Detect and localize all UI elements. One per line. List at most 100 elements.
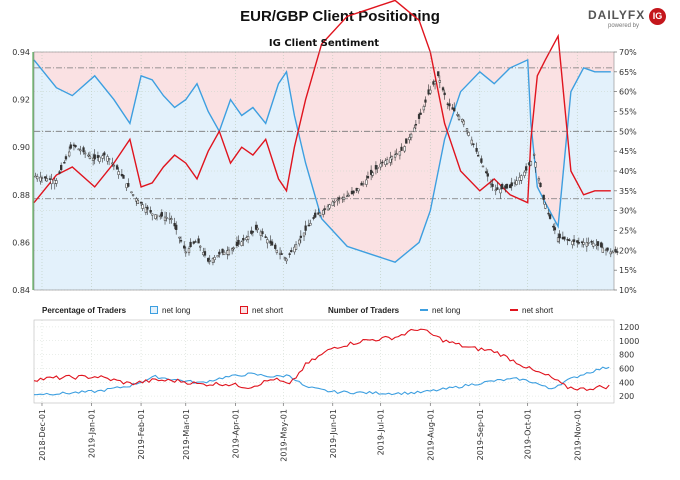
candle-body	[197, 238, 200, 244]
price-candle	[318, 212, 322, 218]
candle-body	[312, 217, 315, 219]
candle-body	[453, 108, 456, 112]
candle-body	[508, 184, 512, 188]
price-candle	[457, 113, 461, 121]
candle-body	[187, 248, 191, 254]
candle-body	[342, 196, 346, 200]
candle-body	[357, 188, 360, 192]
price-candle	[151, 213, 154, 221]
price-candle	[232, 246, 235, 252]
price-candle	[136, 199, 140, 204]
price-candle	[251, 230, 255, 237]
price-candle	[437, 71, 440, 78]
price-candle	[48, 175, 52, 181]
price-candle	[347, 192, 350, 197]
price-candle	[274, 242, 277, 251]
x-axis-tick-label: 2019-Jan-01	[88, 409, 97, 458]
left-axis-tick-label: 0.86	[12, 238, 30, 247]
candle-body	[298, 239, 301, 245]
price-candle	[453, 102, 456, 112]
price-candle	[64, 154, 68, 162]
price-candle	[187, 246, 191, 256]
candle-body	[63, 161, 66, 164]
price-candle	[494, 184, 497, 196]
price-candle	[568, 238, 571, 242]
price-candle	[467, 132, 470, 137]
price-candle	[103, 151, 106, 161]
price-candle	[216, 255, 219, 258]
dailyfx-logo: DAILYFX powered by IG	[588, 6, 668, 32]
net-long-area	[34, 59, 614, 291]
candle-body	[151, 213, 154, 216]
price-candle	[585, 237, 588, 252]
candle-body	[568, 239, 571, 242]
candle-body	[398, 151, 402, 156]
candle-body	[203, 251, 207, 256]
price-candle	[611, 250, 614, 254]
price-candle	[524, 163, 528, 174]
candle-body	[601, 247, 604, 253]
candle-body	[45, 178, 48, 182]
price-candle	[50, 173, 53, 190]
price-candle	[433, 79, 437, 90]
price-candle	[342, 193, 346, 203]
candle-body	[58, 171, 61, 174]
legend-number-net-long: net long	[420, 306, 460, 315]
x-axis-tick-label: 2019-Aug-01	[426, 409, 435, 461]
candle-body	[288, 253, 291, 255]
x-axis-tick-label: 2019-Sep-01	[476, 409, 485, 460]
left-axis-tick-label: 0.94	[12, 48, 30, 57]
price-candle	[218, 249, 221, 258]
candle-body	[592, 242, 595, 247]
candle-body	[93, 154, 96, 160]
price-candle	[40, 175, 44, 183]
candle-body	[393, 154, 397, 158]
candle-body	[139, 201, 143, 204]
price-candle	[429, 86, 432, 95]
candle-body	[179, 240, 183, 242]
x-axis-tick-label: 2019-Jun-01	[329, 409, 338, 458]
candle-body	[400, 146, 403, 151]
price-candle	[304, 220, 307, 235]
x-axis: 2018-Dec-01 2019-Jan-01 2019-Feb-01 2019-Ma…	[38, 403, 582, 462]
candle-body	[443, 92, 446, 96]
price-candle	[60, 162, 63, 172]
candle-body	[98, 156, 101, 162]
candle-body	[146, 206, 149, 210]
price-candle	[393, 150, 397, 161]
price-candle	[443, 89, 446, 100]
price-candle	[323, 205, 326, 215]
candle-body	[532, 154, 536, 156]
price-candle	[302, 232, 306, 242]
price-candle	[237, 235, 240, 247]
price-candle	[115, 163, 119, 170]
price-candle	[288, 252, 291, 258]
price-candle	[79, 145, 82, 155]
price-candle	[264, 234, 267, 239]
price-candle	[63, 160, 66, 164]
price-candle	[74, 144, 77, 149]
price-candle	[240, 240, 243, 247]
price-candle	[211, 257, 215, 266]
chart-title: EUR/GBP Client Positioning	[240, 8, 440, 25]
price-candle	[470, 136, 473, 146]
candle-body	[505, 183, 509, 189]
candle-body	[251, 231, 255, 233]
right-axis-tick-label: 40%	[619, 167, 637, 176]
candle-body	[254, 224, 258, 230]
price-candle	[461, 118, 464, 123]
candle-body	[270, 241, 274, 246]
candle-body	[299, 235, 302, 238]
candle-body	[144, 207, 147, 213]
price-candle	[379, 159, 382, 171]
price-candle	[184, 246, 187, 257]
price-candle	[600, 241, 603, 248]
candle-body	[461, 119, 464, 123]
price-candle	[563, 236, 566, 242]
candle-body	[558, 233, 561, 239]
price-candle	[98, 155, 101, 164]
price-candle	[266, 237, 269, 249]
candle-body	[544, 204, 547, 209]
net-short-percent-line	[33, 0, 611, 204]
price-candle	[366, 171, 370, 179]
